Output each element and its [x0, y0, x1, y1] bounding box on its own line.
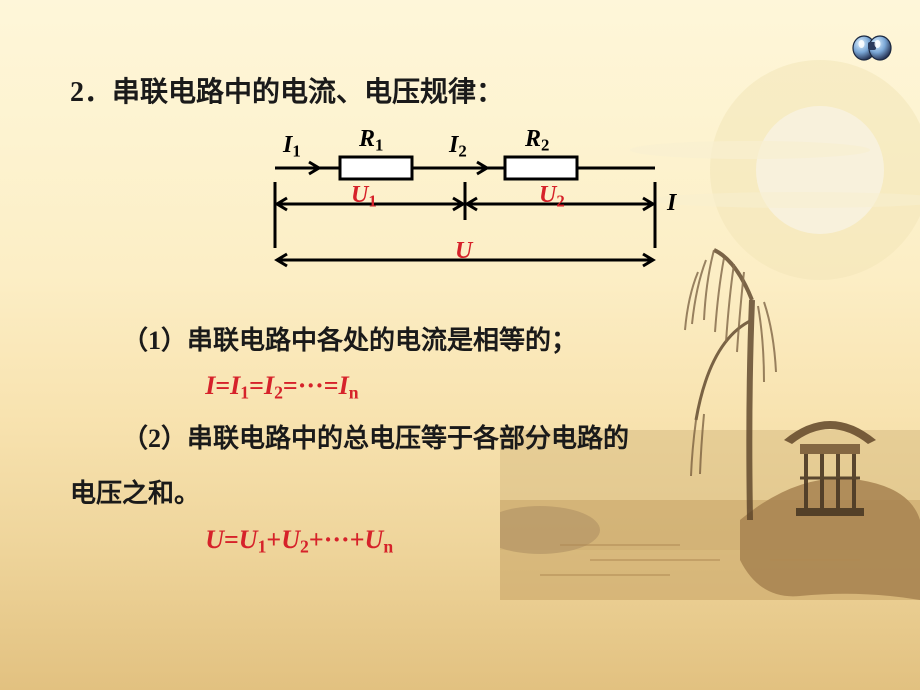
formula-voltage: U=U1+U2+···+Un — [205, 525, 860, 557]
label-i: I — [667, 190, 676, 217]
label-u2: U2 — [539, 182, 565, 212]
label-i1: I1 — [283, 132, 301, 162]
label-r1: R1 — [359, 126, 383, 156]
paragraph-2b: 电压之和。 — [70, 469, 860, 518]
label-i2: I2 — [449, 132, 467, 162]
label-u: U — [455, 238, 472, 265]
section-heading: 2．串联电路中的电流、电压规律： — [70, 70, 860, 110]
label-u1: U1 — [351, 182, 377, 212]
series-circuit-diagram: I1 R1 I2 R2 U1 U2 I U — [255, 138, 675, 288]
slide-content: 2．串联电路中的电流、电压规律： — [0, 0, 920, 690]
paragraph-2a: （2）串联电路中的总电压等于各部分电路的 — [70, 414, 860, 463]
paragraph-1: （1）串联电路中各处的电流是相等的； — [70, 316, 860, 365]
formula-current: I=I1=I2=···=In — [205, 371, 860, 403]
label-r2: R2 — [525, 126, 549, 156]
